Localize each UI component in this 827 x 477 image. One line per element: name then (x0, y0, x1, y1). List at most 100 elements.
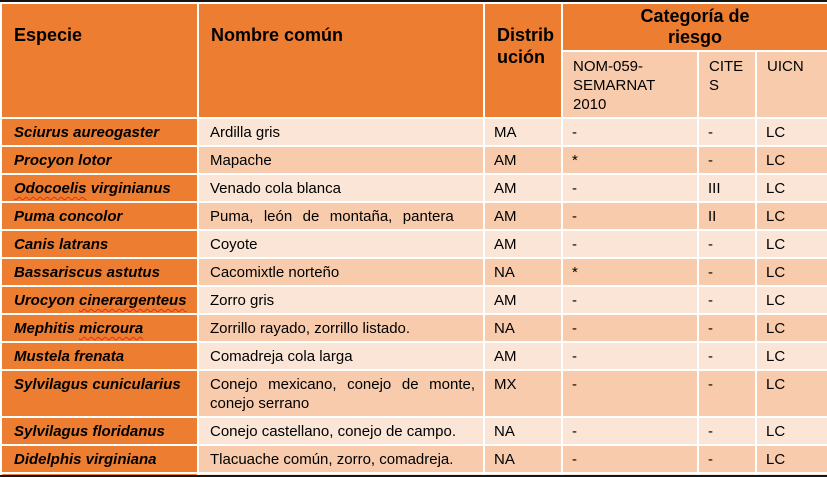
table-row: Lynx rufus Gato montés, lince. NA - II L… (0, 472, 827, 475)
cell-uicn: LC (754, 341, 827, 371)
cell-distribucion: AM (483, 173, 563, 203)
cell-uicn: LC (754, 257, 827, 287)
cell-uicn: LC (754, 313, 827, 343)
cell-especie: Sylvilagus cunicularius (0, 369, 199, 418)
table-row: Sylvilagus cunicularius Conejo mexicano,… (0, 369, 827, 418)
table-row: Mustela frenata Comadreja cola larga AM … (0, 341, 827, 371)
table-row: Procyon lotor Mapache AM * - LC (0, 145, 827, 175)
cell-cites: - (697, 257, 757, 287)
cell-nombre-comun: Gato montés, lince. (197, 472, 485, 475)
cell-distribucion: NA (483, 444, 563, 474)
cell-nom059: - (561, 313, 699, 343)
cell-nombre-comun: Coyote (197, 229, 485, 259)
cell-nom059: - (561, 117, 699, 147)
cell-uicn: LC (754, 229, 827, 259)
cell-distribucion: AM (483, 341, 563, 371)
table-row: Urocyon cinerargenteus Zorro gris AM - -… (0, 285, 827, 315)
cell-cites: - (697, 117, 757, 147)
cell-nombre-comun: Tlacuache común, zorro, comadreja. (197, 444, 485, 474)
cell-cites: III (697, 173, 757, 203)
cell-uicn: LC (754, 416, 827, 446)
cell-especie: Canis latrans (0, 229, 199, 259)
cell-especie: Odocoelis virginianus (0, 173, 199, 203)
cell-distribucion: AM (483, 201, 563, 231)
cell-nom059: - (561, 285, 699, 315)
table-row: Sylvilagus floridanus Conejo castellano,… (0, 416, 827, 446)
especie-rest: virginianus (86, 180, 171, 197)
cell-nom059: * (561, 145, 699, 175)
cell-cites: - (697, 229, 757, 259)
cell-especie: Puma concolor (0, 201, 199, 231)
cell-especie: Didelphis virginiana (0, 444, 199, 474)
cell-cites: - (697, 341, 757, 371)
table-row: Bassariscus astutus Cacomixtle norteño N… (0, 257, 827, 287)
cell-nom059: - (561, 444, 699, 474)
cell-especie: Lynx rufus (0, 472, 199, 475)
categoria-riesgo-label: Categoría de riesgo (640, 6, 750, 47)
cell-cites: - (697, 369, 757, 418)
cell-distribucion: MX (483, 369, 563, 418)
cell-uicn: LC (754, 472, 827, 475)
cell-uicn: LC (754, 369, 827, 418)
cell-cites: - (697, 285, 757, 315)
column-header-cites: CITES (697, 50, 757, 119)
cell-distribucion: AM (483, 145, 563, 175)
cell-uicn: LC (754, 444, 827, 474)
cell-nom059: - (561, 369, 699, 418)
header-row-sub: NOM-059-SEMARNAT 2010 CITES UICN (1, 50, 827, 119)
cell-especie: Sciurus aureogaster (0, 117, 199, 147)
cell-nombre-comun: Puma, león de montaña, pantera (197, 201, 485, 231)
cell-especie: Bassariscus astutus (0, 257, 199, 287)
cell-cites: II (697, 472, 757, 475)
column-header-nombre-comun: Nombre común (197, 2, 485, 119)
cell-nombre-comun: Zorro gris (197, 285, 485, 315)
column-header-nom059: NOM-059-SEMARNAT 2010 (561, 50, 699, 119)
cell-distribucion: NA (483, 313, 563, 343)
cell-cites: - (697, 145, 757, 175)
cell-especie: Sylvilagus floridanus (0, 416, 199, 446)
cell-especie: Mephitis microura (0, 313, 199, 343)
column-header-especie: Especie (0, 2, 199, 119)
cell-uicn: LC (754, 117, 827, 147)
cell-cites: - (697, 416, 757, 446)
cell-nombre-comun: Mapache (197, 145, 485, 175)
table-row: Odocoelis virginianus Venado cola blanca… (0, 173, 827, 203)
table-row: Mephitis microura Zorrillo rayado, zorri… (0, 313, 827, 343)
especie-prefix: Urocyon (14, 292, 80, 309)
cell-nombre-comun: Ardilla gris (197, 117, 485, 147)
column-header-distribucion: Distribución (483, 2, 563, 119)
cell-especie: Urocyon cinerargenteus (0, 285, 199, 315)
cell-uicn: LC (754, 173, 827, 203)
cell-especie: Mustela frenata (0, 341, 199, 371)
misspelled-word: microura (79, 320, 144, 337)
cell-uicn: LC (754, 145, 827, 175)
column-header-categoria-riesgo: Categoría de riesgo (560, 2, 827, 52)
header-row-main: Especie Nombre común Distribución Catego… (0, 2, 827, 119)
cell-distribucion: NA (483, 472, 563, 475)
cell-nom059: - (561, 229, 699, 259)
cell-distribucion: MA (483, 117, 563, 147)
cell-nombre-comun: Zorrillo rayado, zorrillo listado. (197, 313, 485, 343)
cell-cites: - (697, 313, 757, 343)
cell-nombre-comun: Conejo castellano, conejo de campo. (197, 416, 485, 446)
misspelled-word: cinerargenteus (79, 292, 187, 309)
cell-nombre-comun: Venado cola blanca (197, 173, 485, 203)
cell-nom059: - (561, 416, 699, 446)
cell-uicn: LC (754, 201, 827, 231)
cell-distribucion: NA (483, 257, 563, 287)
table-row: Didelphis virginiana Tlacuache común, zo… (0, 444, 827, 474)
column-header-uicn: UICN (754, 50, 827, 119)
cell-nombre-comun: Conejo mexicano, conejo de monte, conejo… (197, 369, 485, 418)
cell-distribucion: NA (483, 416, 563, 446)
cell-uicn: LC (754, 285, 827, 315)
cell-nom059: - (561, 201, 699, 231)
cell-nom059: - (561, 472, 699, 475)
table-row: Sciurus aureogaster Ardilla gris MA - - … (0, 117, 827, 147)
cell-nombre-comun: Cacomixtle norteño (197, 257, 485, 287)
cell-distribucion: AM (483, 229, 563, 259)
cell-especie: Procyon lotor (0, 145, 199, 175)
cell-nom059: - (561, 341, 699, 371)
cell-nombre-comun: Comadreja cola larga (197, 341, 485, 371)
